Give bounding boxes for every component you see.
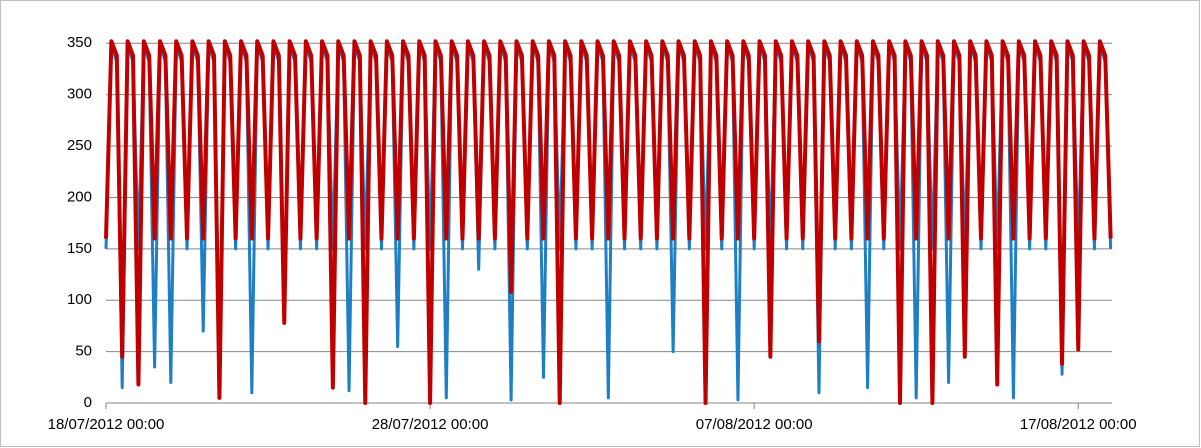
x-tick-label: 17/08/2012 00:00 — [1020, 416, 1137, 433]
series-line — [104, 39, 1113, 405]
x-tick-label: 18/07/2012 00:00 — [48, 416, 165, 433]
y-tick-label: 300 — [67, 86, 92, 103]
y-tick-label: 350 — [67, 34, 92, 51]
y-tick-label: 0 — [84, 394, 92, 411]
x-tick-label: 28/07/2012 00:00 — [372, 416, 489, 433]
y-tick-label: 100 — [67, 291, 92, 308]
y-tick-label: 250 — [67, 137, 92, 154]
y-tick-label: 200 — [67, 188, 92, 205]
x-tick-label: 07/08/2012 00:00 — [696, 416, 813, 433]
y-tick-label: 50 — [75, 343, 92, 360]
y-tick-label: 150 — [67, 240, 92, 257]
